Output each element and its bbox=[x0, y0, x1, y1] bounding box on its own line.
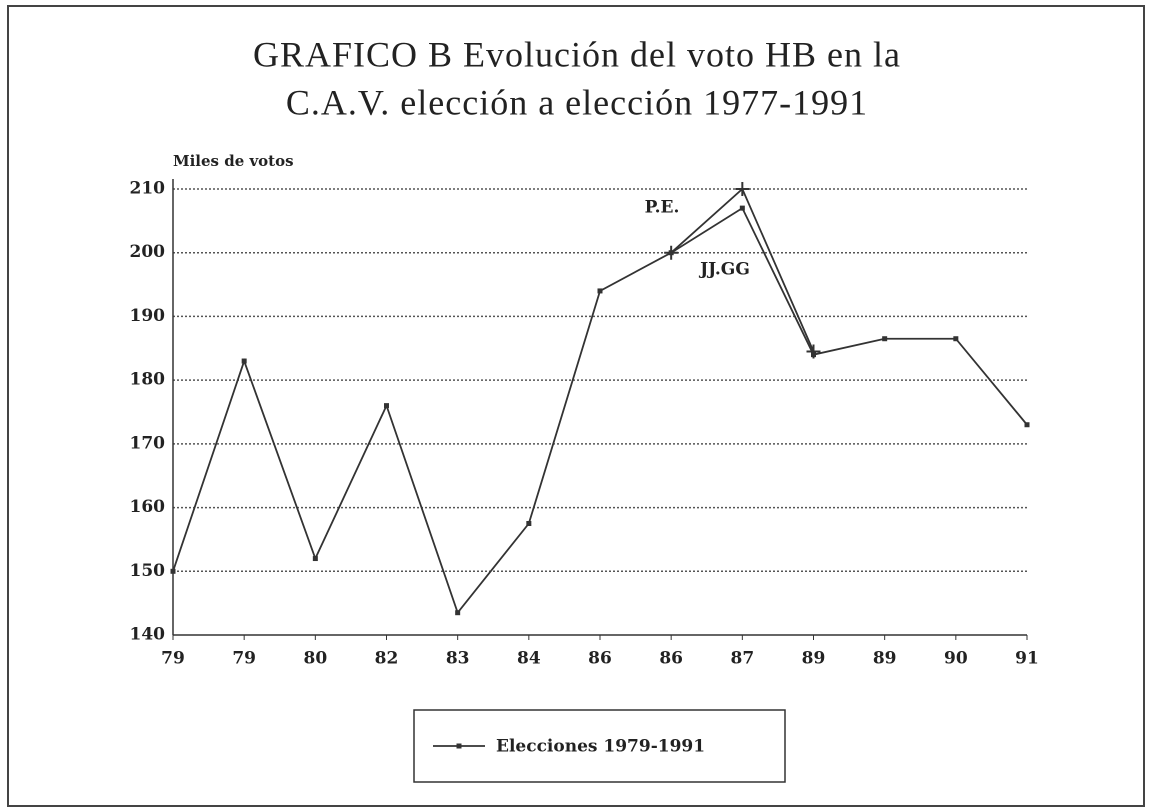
marker bbox=[953, 336, 959, 342]
marker bbox=[739, 205, 745, 211]
marker bbox=[597, 288, 603, 294]
x-tick-label: 86 bbox=[588, 649, 612, 669]
x-tick-label: 87 bbox=[730, 649, 754, 669]
chart-title: GRAFICO B Evolución del voto HB en la bbox=[253, 34, 901, 74]
x-tick-label: 82 bbox=[375, 649, 399, 669]
y-tick-label: 210 bbox=[130, 179, 166, 199]
y-axis-label: Miles de votos bbox=[173, 152, 294, 170]
x-tick-label: 91 bbox=[1015, 649, 1039, 669]
marker bbox=[664, 245, 679, 260]
y-tick-label: 140 bbox=[130, 625, 166, 645]
y-tick-label: 190 bbox=[130, 306, 166, 326]
marker bbox=[312, 556, 318, 562]
y-tick-label: 160 bbox=[130, 497, 166, 517]
x-tick-label: 79 bbox=[161, 649, 185, 669]
annotation: P.E. bbox=[645, 198, 680, 218]
y-tick-label: 150 bbox=[130, 561, 166, 581]
x-tick-label: 90 bbox=[944, 649, 968, 669]
marker bbox=[241, 358, 247, 364]
x-tick-label: 89 bbox=[802, 649, 826, 669]
marker bbox=[384, 403, 389, 409]
frame bbox=[7, 5, 1145, 807]
y-tick-label: 180 bbox=[130, 370, 166, 390]
x-tick-label: 83 bbox=[446, 649, 470, 669]
x-tick-label: 84 bbox=[517, 649, 541, 669]
marker bbox=[170, 568, 176, 574]
x-tick-label: 80 bbox=[303, 649, 327, 669]
marker bbox=[455, 610, 461, 616]
marker bbox=[806, 344, 821, 359]
legend-label: Elecciones 1979-1991 bbox=[496, 737, 705, 757]
x-tick-label: 86 bbox=[659, 649, 683, 669]
annotation: JJ.GG bbox=[698, 260, 750, 280]
x-tick-label: 89 bbox=[873, 649, 897, 669]
marker bbox=[526, 521, 532, 526]
marker bbox=[882, 336, 888, 342]
x-tick-label: 79 bbox=[232, 649, 256, 669]
marker bbox=[1024, 422, 1030, 428]
y-tick-label: 170 bbox=[130, 433, 166, 453]
chart-title: C.A.V. elección a elección 1977-1991 bbox=[286, 82, 868, 122]
marker bbox=[735, 182, 750, 196]
y-tick-label: 200 bbox=[130, 242, 166, 262]
legend-marker bbox=[456, 743, 462, 749]
